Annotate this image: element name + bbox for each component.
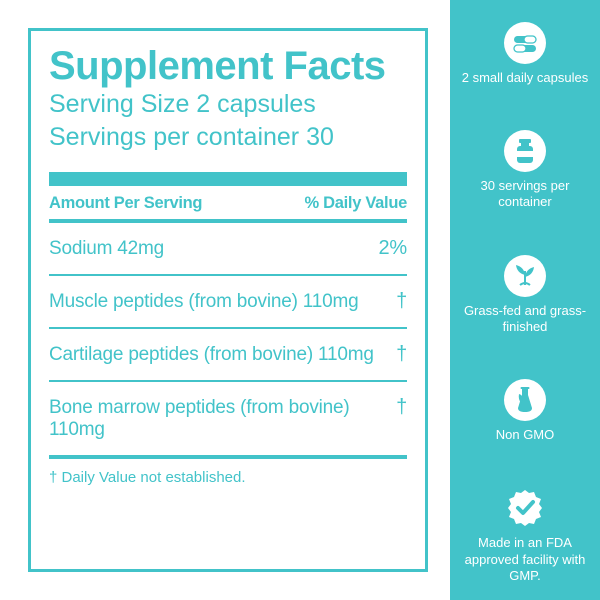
nutrient-name: Muscle peptides (from bovine) 110mg (49, 291, 358, 313)
nutrient-row: Sodium 42mg 2% (49, 223, 407, 274)
nutrient-row: Bone marrow peptides (from bovine) 110mg… (49, 382, 407, 455)
feature-non-gmo: Non GMO (460, 379, 590, 443)
thick-bar (49, 172, 407, 186)
flask-icon (504, 379, 546, 421)
header-amount: Amount Per Serving (49, 194, 202, 213)
feature-grass-fed: Grass-fed and grass-finished (460, 255, 590, 336)
seal-icon (504, 487, 546, 529)
nutrient-name: Sodium 42mg (49, 238, 164, 260)
nutrient-dv: † (396, 396, 407, 419)
feature-label: 2 small daily capsules (462, 70, 588, 86)
serving-size: Serving Size 2 capsules (49, 89, 407, 120)
feature-fda: Made in an FDA approved facility with GM… (460, 487, 590, 584)
servings-per-container: Servings per container 30 (49, 122, 407, 153)
feature-capsules: 2 small daily capsules (460, 22, 590, 86)
nutrient-dv: † (396, 343, 407, 366)
nutrient-row: Cartilage peptides (from bovine) 110mg † (49, 329, 407, 380)
feature-label: Grass-fed and grass-finished (460, 303, 590, 336)
nutrient-row: Muscle peptides (from bovine) 110mg † (49, 276, 407, 327)
feature-jar: 30 servings per container (460, 130, 590, 211)
feature-label: 30 servings per container (460, 178, 590, 211)
nutrient-dv: 2% (378, 237, 407, 260)
header-dv: % Daily Value (305, 194, 408, 213)
supplement-facts-box: Supplement Facts Serving Size 2 capsules… (28, 28, 428, 572)
nutrient-dv: † (396, 290, 407, 313)
feature-label: Non GMO (496, 427, 555, 443)
footnote: † Daily Value not established. (49, 459, 407, 486)
capsules-icon (504, 22, 546, 64)
main-panel: Supplement Facts Serving Size 2 capsules… (0, 0, 450, 600)
facts-header-row: Amount Per Serving % Daily Value (49, 186, 407, 219)
features-sidebar: 2 small daily capsules 30 servings per c… (450, 0, 600, 600)
leaf-icon (504, 255, 546, 297)
nutrient-name: Cartilage peptides (from bovine) 110mg (49, 344, 374, 366)
feature-label: Made in an FDA approved facility with GM… (460, 535, 590, 584)
jar-icon (504, 130, 546, 172)
facts-title: Supplement Facts (49, 45, 407, 87)
nutrient-name: Bone marrow peptides (from bovine) 110mg (49, 397, 396, 441)
